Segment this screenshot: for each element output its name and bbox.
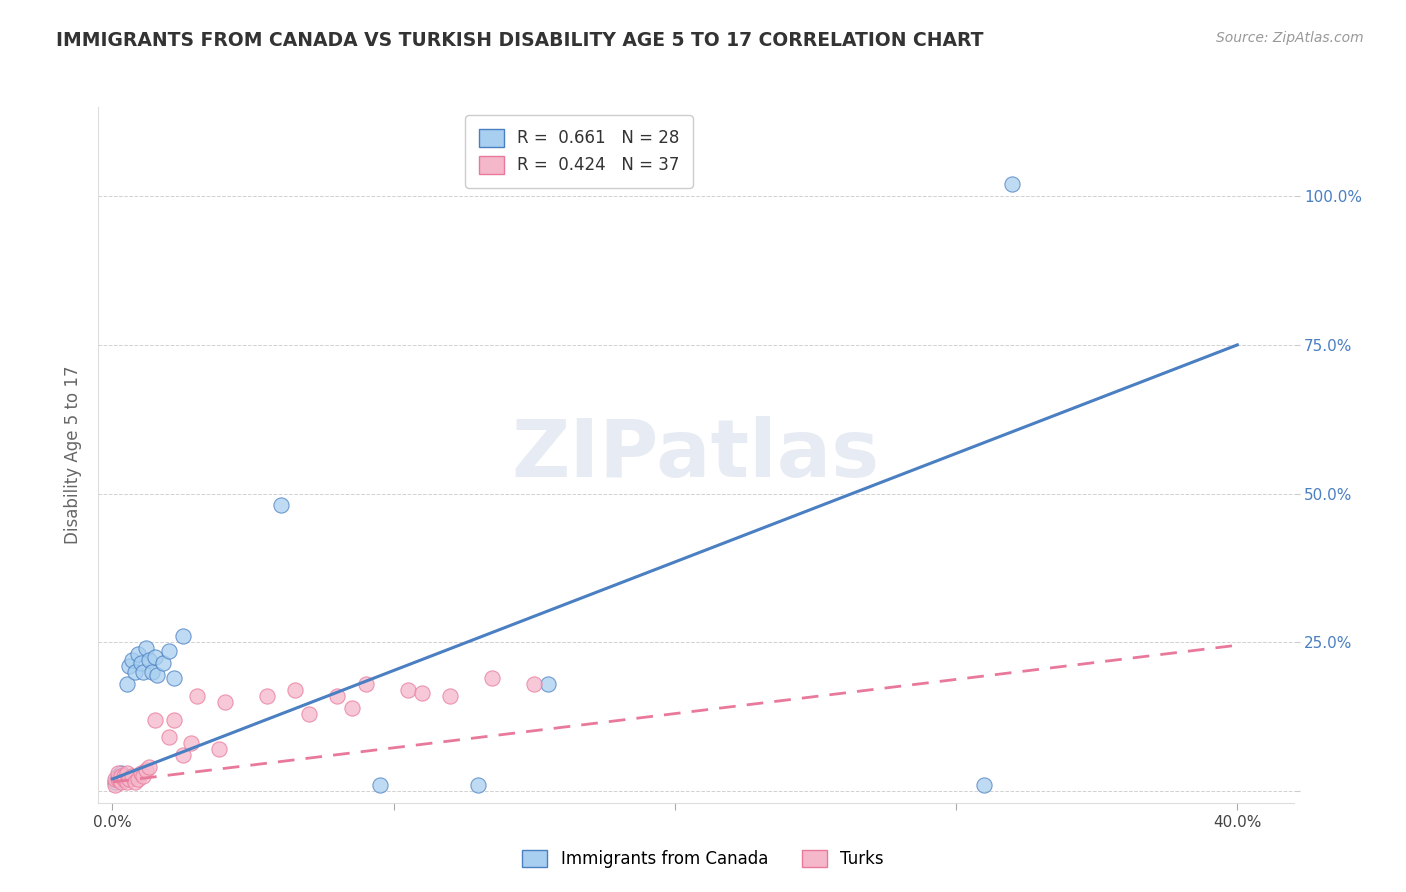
Text: Source: ZipAtlas.com: Source: ZipAtlas.com: [1216, 31, 1364, 45]
Point: [115, 677, 138, 691]
Point: [411, 686, 433, 700]
Point: [110, 775, 132, 789]
Point: [143, 650, 166, 665]
Point: [270, 499, 292, 513]
Point: [107, 772, 129, 786]
Point: [124, 665, 146, 679]
Point: [132, 665, 155, 679]
Point: [172, 748, 194, 763]
Point: [214, 695, 236, 709]
Legend: Immigrants from Canada, Turks: Immigrants from Canada, Turks: [516, 843, 890, 875]
Point: [135, 763, 157, 777]
Point: [439, 689, 461, 703]
Point: [115, 766, 138, 780]
Point: [186, 689, 208, 703]
Point: [467, 778, 489, 792]
Point: [1001, 178, 1024, 192]
Point: [107, 769, 129, 783]
Point: [115, 775, 138, 789]
Point: [112, 772, 135, 786]
Point: [121, 769, 143, 783]
Point: [396, 682, 419, 697]
Point: [118, 772, 141, 786]
Point: [152, 656, 174, 670]
Legend: R =  0.661   N = 28, R =  0.424   N = 37: R = 0.661 N = 28, R = 0.424 N = 37: [465, 115, 693, 187]
Point: [104, 772, 127, 786]
Point: [110, 766, 132, 780]
Point: [481, 671, 503, 685]
Point: [537, 677, 560, 691]
Point: [127, 772, 149, 786]
Point: [354, 677, 377, 691]
Point: [163, 713, 186, 727]
Point: [132, 769, 155, 783]
Point: [180, 736, 202, 750]
Point: [107, 772, 129, 786]
Point: [973, 778, 995, 792]
Point: [157, 731, 180, 745]
Point: [172, 629, 194, 643]
Point: [143, 713, 166, 727]
Point: [135, 641, 157, 656]
Point: [523, 677, 546, 691]
Point: [121, 653, 143, 667]
Point: [368, 778, 391, 792]
Point: [141, 665, 163, 679]
Point: [129, 656, 152, 670]
Point: [129, 766, 152, 780]
Point: [127, 647, 149, 661]
Point: [326, 689, 349, 703]
Point: [112, 769, 135, 783]
Point: [104, 775, 127, 789]
Point: [340, 700, 363, 714]
Point: [138, 653, 160, 667]
Point: [112, 772, 135, 786]
Point: [107, 766, 129, 780]
Point: [104, 778, 127, 792]
Point: [208, 742, 231, 756]
Point: [163, 671, 186, 685]
Text: IMMIGRANTS FROM CANADA VS TURKISH DISABILITY AGE 5 TO 17 CORRELATION CHART: IMMIGRANTS FROM CANADA VS TURKISH DISABI…: [56, 31, 984, 50]
Y-axis label: Disability Age 5 to 17: Disability Age 5 to 17: [65, 366, 83, 544]
Point: [110, 769, 132, 783]
Point: [298, 706, 321, 721]
Point: [157, 644, 180, 658]
Point: [256, 689, 278, 703]
Point: [284, 682, 307, 697]
Text: ZIPatlas: ZIPatlas: [512, 416, 880, 494]
Point: [124, 775, 146, 789]
Point: [118, 659, 141, 673]
Point: [110, 769, 132, 783]
Point: [138, 760, 160, 774]
Point: [146, 668, 169, 682]
